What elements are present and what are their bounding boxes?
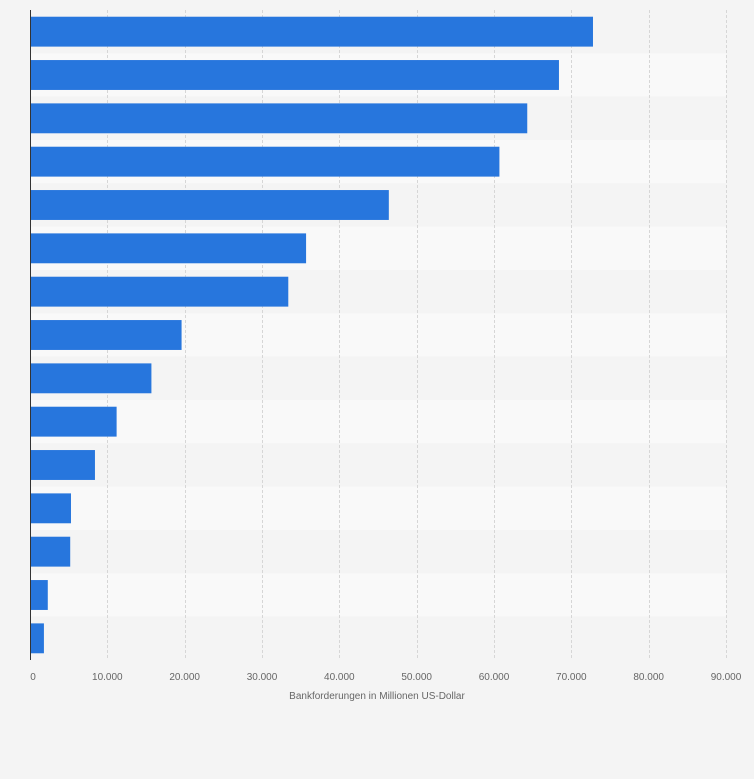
- bar[interactable]: [30, 146, 500, 177]
- bars: [30, 16, 593, 654]
- bar[interactable]: [30, 60, 559, 90]
- x-tick-labels: 0 10.000 20.000 30.000 40.000 50.000 60.000 70.…: [30, 672, 742, 683]
- x-tick-label: 70.000: [556, 672, 587, 683]
- x-tick-label: 60.000: [479, 672, 510, 683]
- x-tick-label: 90.000: [711, 672, 742, 683]
- x-axis-title: Bankforderungen in Millionen US-Dollar: [289, 691, 465, 702]
- bar[interactable]: [30, 103, 528, 134]
- bar[interactable]: [30, 580, 48, 610]
- bar[interactable]: [30, 406, 117, 437]
- row-band: [30, 400, 726, 444]
- row-band: [30, 530, 726, 574]
- row-band: [30, 616, 726, 660]
- bar[interactable]: [30, 276, 289, 307]
- x-tick-label: 80.000: [633, 672, 664, 683]
- row-band: [30, 486, 726, 530]
- bar[interactable]: [30, 16, 593, 47]
- x-tick-label: 0: [30, 672, 36, 683]
- bar[interactable]: [30, 493, 71, 524]
- x-tick-label: 30.000: [247, 672, 278, 683]
- bar[interactable]: [30, 623, 44, 654]
- bar[interactable]: [30, 190, 389, 220]
- x-tick-label: 50.000: [401, 672, 432, 683]
- row-band: [30, 443, 726, 487]
- bar[interactable]: [30, 450, 95, 480]
- row-band: [30, 573, 726, 617]
- bar[interactable]: [30, 363, 152, 394]
- bar[interactable]: [30, 233, 307, 264]
- bar[interactable]: [30, 320, 182, 350]
- x-tick-label: 40.000: [324, 672, 355, 683]
- bar[interactable]: [30, 536, 71, 567]
- x-tick-label: 20.000: [169, 672, 200, 683]
- x-tick-label: 10.000: [92, 672, 123, 683]
